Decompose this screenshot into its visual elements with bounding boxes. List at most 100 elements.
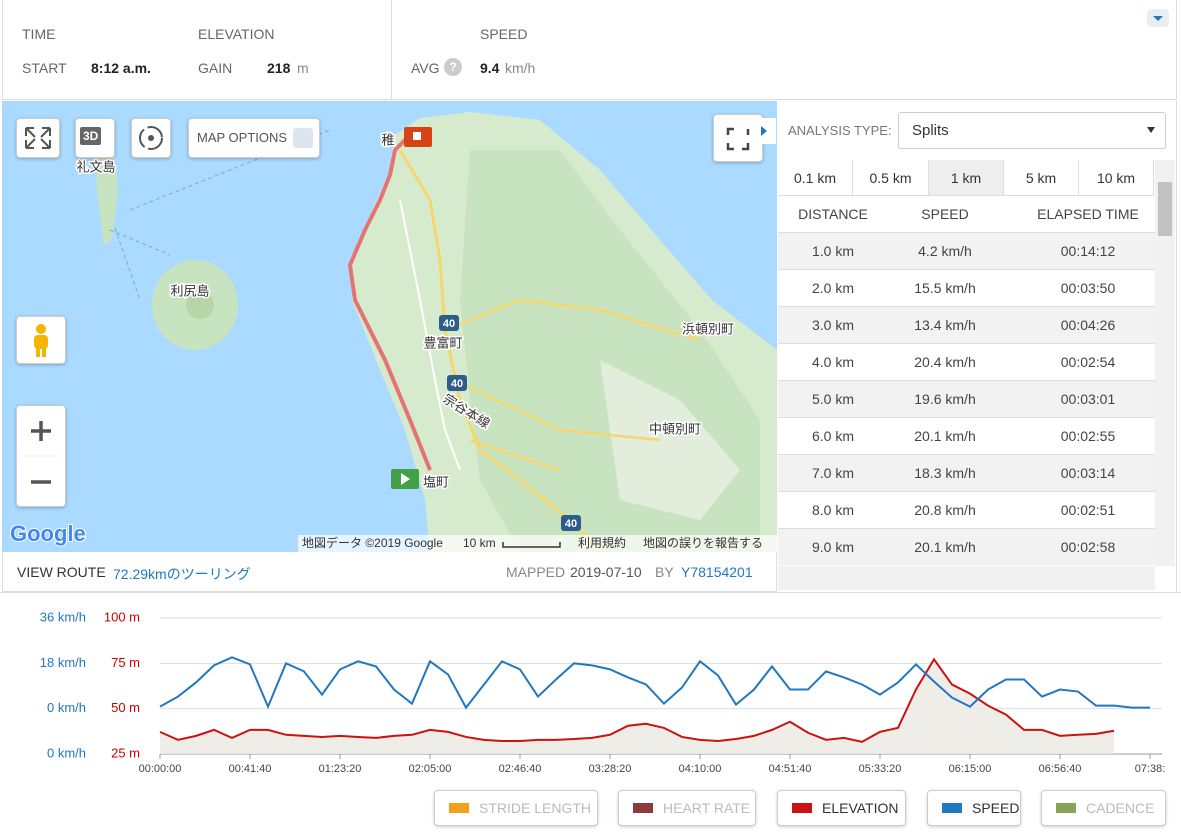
route-bar: VIEW ROUTE 72.29kmのツーリング MAPPED 2019-07-… — [2, 552, 777, 592]
x-tick-label: 06:15:00 — [949, 763, 992, 775]
fullscreen-button[interactable] — [16, 118, 60, 158]
mapped-date: 2019-07-10 — [570, 564, 642, 580]
y-tick-label: 100 m — [104, 609, 140, 624]
h-scrollbar[interactable] — [778, 566, 1155, 590]
rotate-button[interactable] — [131, 118, 171, 158]
zoom-control[interactable] — [16, 405, 66, 507]
analysis-select[interactable]: Splits — [898, 112, 1166, 149]
collapse-button[interactable] — [1147, 9, 1169, 27]
y-tick-label: 75 m — [111, 655, 140, 670]
map-label: 利尻島 — [170, 283, 209, 298]
legend-label: ELEVATION — [822, 800, 899, 816]
table-cell: 00:02:51 — [1060, 502, 1116, 518]
legend-swatch — [633, 803, 653, 813]
map-label: 浜頓別町 — [682, 321, 734, 336]
icon — [34, 324, 48, 357]
legend-button[interactable]: HEART RATE — [618, 790, 756, 826]
series-line — [159, 657, 1115, 743]
x-tick-label: 07:38: — [1135, 763, 1166, 775]
legend-button[interactable]: STRIDE LENGTH — [434, 790, 598, 826]
split-tab[interactable]: 5 km — [1004, 160, 1079, 196]
table-cell: 1.0 km — [811, 243, 854, 259]
table-row — [778, 232, 1155, 269]
icon — [139, 126, 163, 150]
x-tick-label: 04:10:00 — [679, 763, 722, 775]
legend-swatch — [1056, 803, 1076, 813]
table-row — [778, 269, 1155, 306]
table-row — [778, 528, 1155, 565]
x-tick-label: 06:56:40 — [1039, 763, 1082, 775]
map-label: 中頓別町 — [649, 421, 701, 436]
map-options-button[interactable]: MAP OPTIONS — [188, 118, 320, 158]
mapped-label: MAPPED — [506, 564, 566, 580]
3d-button[interactable]: 3D — [75, 118, 115, 158]
table-cell: 13.4 km/h — [914, 317, 976, 333]
icon — [726, 127, 750, 151]
table-row — [778, 454, 1155, 491]
panel-toggle[interactable] — [752, 118, 776, 144]
road-shield — [439, 315, 459, 331]
chart: 100 m 75 m 50 m 25 m 36 km/h 18 km/h 0 km/h 0 k… — [40, 609, 1166, 775]
scrollbar[interactable] — [1155, 160, 1175, 566]
legend-swatch — [449, 803, 469, 813]
table-cell: 15.5 km/h — [914, 280, 976, 296]
stat-title: ELEVATION — [198, 26, 275, 42]
analysis-panel — [777, 101, 1177, 592]
split-tab[interactable]: 0.5 km — [853, 160, 929, 196]
series-line — [159, 656, 1150, 710]
table-row — [778, 380, 1155, 417]
scroll-thumb[interactable] — [1158, 182, 1172, 236]
stat-label: START — [22, 60, 67, 76]
y2-tick-label: 36 km/h — [40, 609, 86, 624]
table-cell: 00:03:01 — [1060, 391, 1116, 407]
road-number: 40 — [451, 378, 463, 390]
area — [160, 659, 1114, 754]
google-logo: Google — [10, 521, 86, 546]
icon — [1153, 16, 1163, 21]
road-shield — [561, 515, 581, 531]
table-cell: 4.2 km/h — [918, 243, 972, 259]
legend-label: HEART RATE — [663, 800, 751, 816]
dropdown-icon — [293, 128, 313, 148]
legend-button[interactable]: ELEVATION — [777, 790, 906, 826]
stat-label: AVG — [411, 60, 440, 76]
x-tick-label: 02:05:00 — [409, 763, 452, 775]
help-icon[interactable]: ? — [444, 58, 462, 76]
stat-title: TIME — [22, 26, 56, 42]
table-cell: 9.0 km — [811, 539, 854, 555]
x-tick-label: 04:51:40 — [769, 763, 812, 775]
table-cell: 3.0 km — [811, 317, 854, 333]
table-cell: 5.0 km — [811, 391, 854, 407]
icon — [25, 127, 51, 149]
table-cell: 4.0 km — [811, 354, 854, 370]
analysis-label: ANALYSIS TYPE: — [788, 123, 892, 138]
split-tab[interactable]: 10 km — [1079, 160, 1154, 196]
table-cell: 7.0 km — [811, 465, 854, 481]
table-cell: 00:02:55 — [1060, 428, 1116, 444]
table-cell: 2.0 km — [811, 280, 854, 296]
legend-button[interactable]: SPEED — [927, 790, 1021, 826]
stat-unit: m — [297, 60, 309, 76]
y-tick-label: 25 m — [111, 745, 140, 760]
split-tab[interactable]: 1 km — [929, 160, 1004, 196]
map-footer-text: 地図の誤りを報告する — [643, 535, 763, 550]
map-label: 礼文島 — [76, 159, 115, 174]
route-label: VIEW ROUTE — [17, 564, 106, 580]
y2-bottom-label: 0 km/h — [47, 745, 86, 760]
stat-label: GAIN — [198, 60, 233, 76]
table-cell: 00:14:12 — [1060, 243, 1116, 259]
x-tick-label: 00:00:00 — [139, 763, 182, 775]
legend-button[interactable]: CADENCE — [1041, 790, 1166, 826]
street-view-button[interactable] — [16, 316, 66, 364]
legend-label: STRIDE LENGTH — [479, 800, 592, 816]
legend-label: SPEED — [972, 800, 1020, 816]
map-footer-text: 地図データ ©2019 Google — [302, 535, 443, 550]
route-link[interactable]: 72.29kmのツーリング — [113, 566, 251, 582]
y-tick-label: 50 m — [111, 700, 140, 715]
split-tab[interactable]: 0.1 km — [778, 160, 853, 196]
road-number: 40 — [443, 318, 455, 330]
column-header: ELAPSED TIME — [1037, 206, 1139, 222]
user-link[interactable]: Y78154201 — [681, 564, 753, 580]
